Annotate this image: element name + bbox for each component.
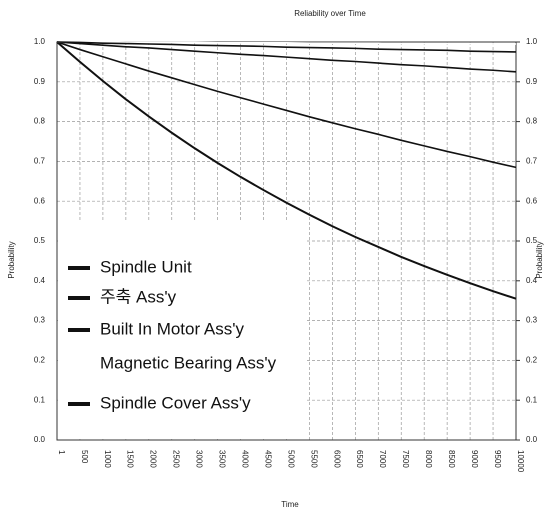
y2-tick-label: 0.7	[526, 157, 538, 166]
x-tick-label: 500	[80, 450, 89, 464]
y-tick-label: 0.4	[34, 276, 46, 285]
y2-tick-label: 0.3	[526, 316, 538, 325]
x-tick-label: 7000	[378, 450, 387, 468]
y-tick-label: 0.6	[34, 196, 46, 205]
x-tick-label: 5500	[309, 450, 318, 468]
y2-tick-label: 0.9	[526, 77, 538, 86]
x-tick-label: 9000	[470, 450, 479, 468]
series-line	[56, 41, 517, 300]
x-tick-label: 7500	[401, 450, 410, 468]
legend-label: Built In Motor Ass'y	[100, 319, 245, 338]
legend-label: Spindle Unit	[100, 257, 192, 276]
series-line	[56, 41, 517, 53]
y2-tick-label: 0.5	[526, 236, 538, 245]
x-tick-label: 2500	[172, 450, 181, 468]
x-tick-label: 3000	[195, 450, 204, 468]
legend-label: 주축 Ass'y	[100, 287, 177, 306]
x-tick-label: 4500	[263, 450, 272, 468]
y-tick-label: 0.8	[34, 117, 46, 126]
series-line	[57, 41, 516, 45]
x-tick-label: 1000	[103, 450, 112, 468]
y2-tick-label: 0.2	[526, 356, 538, 365]
x-tick-label: 1	[57, 450, 66, 455]
x-tick-label: 8500	[447, 450, 456, 468]
x-tick-label: 6000	[332, 450, 341, 468]
x-tick-label: 8000	[424, 450, 433, 468]
y-tick-label: 0.3	[34, 316, 46, 325]
x-tick-label: 6500	[355, 450, 364, 468]
y2-axis-label: Probability	[535, 241, 544, 278]
y2-tick-label: 0.1	[526, 395, 538, 404]
y2-tick-label: 0.0	[526, 435, 538, 444]
y-tick-label: 0.0	[34, 435, 46, 444]
x-tick-label: 9500	[493, 450, 502, 468]
y2-tick-label: 0.6	[526, 196, 538, 205]
y-tick-label: 0.7	[34, 157, 46, 166]
y2-tick-label: 1.0	[526, 37, 538, 46]
series-line	[56, 41, 517, 169]
legend-label: Spindle Cover Ass'y	[100, 393, 251, 412]
y-tick-label: 1.0	[34, 37, 46, 46]
x-tick-label: 10000	[516, 450, 525, 473]
y-axis-label: Probability	[7, 241, 16, 278]
x-tick-label: 3500	[218, 450, 227, 468]
y2-tick-label: 0.4	[526, 276, 538, 285]
y-tick-label: 0.2	[34, 356, 46, 365]
legend-box	[58, 220, 306, 439]
legend-label: Magnetic Bearing Ass'y	[100, 353, 277, 372]
chart-title: Reliability over Time	[294, 9, 366, 18]
series-line	[56, 41, 517, 73]
x-axis-label: Time	[281, 500, 299, 509]
y-tick-label: 0.5	[34, 236, 46, 245]
x-tick-label: 5000	[286, 450, 295, 468]
y-tick-label: 0.1	[34, 395, 46, 404]
x-tick-label: 4000	[240, 450, 249, 468]
x-tick-label: 2000	[149, 450, 158, 468]
x-tick-label: 1500	[126, 450, 135, 468]
y-tick-label: 0.9	[34, 77, 46, 86]
y2-tick-label: 0.8	[526, 117, 538, 126]
